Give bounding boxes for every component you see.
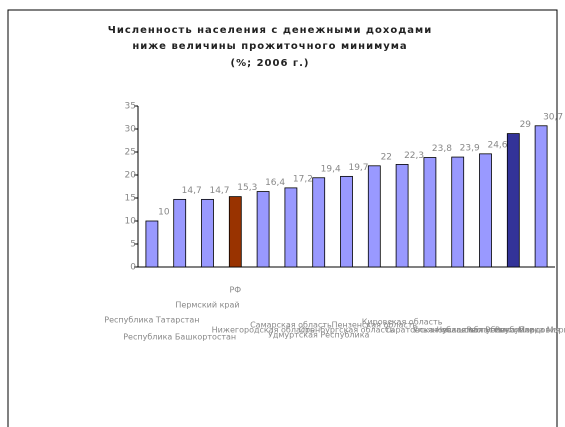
bar [451,156,465,268]
x-tick-label: Ульяновская область [413,326,503,335]
value-label: 23,9 [460,144,480,154]
bar [201,198,214,268]
x-tick-label: Самарская область [250,321,332,330]
value-label: 19,7 [348,163,368,173]
value-label: 14,7 [209,186,229,196]
y-tick-label: 5 [130,240,136,250]
chart-title: ниже величины прожиточного минимума [132,41,407,52]
bar [423,157,437,268]
value-label: 22,3 [404,151,424,161]
x-tick-label: Кировская область [362,318,443,327]
value-label: 30,7 [543,112,563,122]
x-tick-label: Пермский край [175,301,239,310]
y-tick-label: 20 [125,171,137,181]
x-tick-label: Оренбургская область [299,326,395,335]
x-tick-label: Нижегородская область [212,326,315,335]
value-label: 24,6 [487,140,507,150]
y-tick-label: 15 [125,194,136,204]
value-label: 15,3 [237,183,257,193]
y-tick-label: 35 [125,102,136,112]
value-label: 19,4 [321,164,341,174]
x-tick-label: Удмуртская Республика [268,331,370,340]
bar [312,177,326,268]
x-tick-label: Республика Башкортостан [123,333,236,342]
bar [534,125,548,268]
y-tick-label: 25 [125,148,136,158]
y-tick-label: 30 [125,125,137,135]
x-tick-label: Саратовская область [385,326,475,335]
chart-title: (%; 2006 г.) [231,58,310,69]
bar [256,191,270,268]
bar [228,196,242,268]
x-tick-label: Чувашская Республика [437,326,535,335]
bar [367,165,381,268]
value-label: 29 [520,120,532,130]
frame [7,9,558,427]
chart-title: Численность населения с денежными дохода… [108,25,432,36]
y-tick-label: 0 [130,263,136,273]
x-tick-label: Республика Мордовия [466,326,560,335]
bar [145,220,159,268]
x-tick-label: Республика Татарстан [104,316,199,325]
value-label: 22 [381,152,392,162]
value-label: 17,2 [293,174,313,184]
value-label: 23,8 [432,144,452,154]
bar [479,153,492,268]
x-tick-label: Пензенская область [331,321,417,330]
bar [395,164,409,268]
x-tick-label: Республика Марий Эл [495,326,565,335]
x-tick-label: РФ [229,286,241,295]
value-label: 16,4 [265,178,285,188]
bar [284,187,298,268]
value-label: 14,7 [182,186,202,196]
bar [506,133,520,268]
y-tick-label: 10 [125,217,137,227]
bar [173,198,187,268]
value-label: 10 [158,208,170,218]
bar [340,175,353,268]
